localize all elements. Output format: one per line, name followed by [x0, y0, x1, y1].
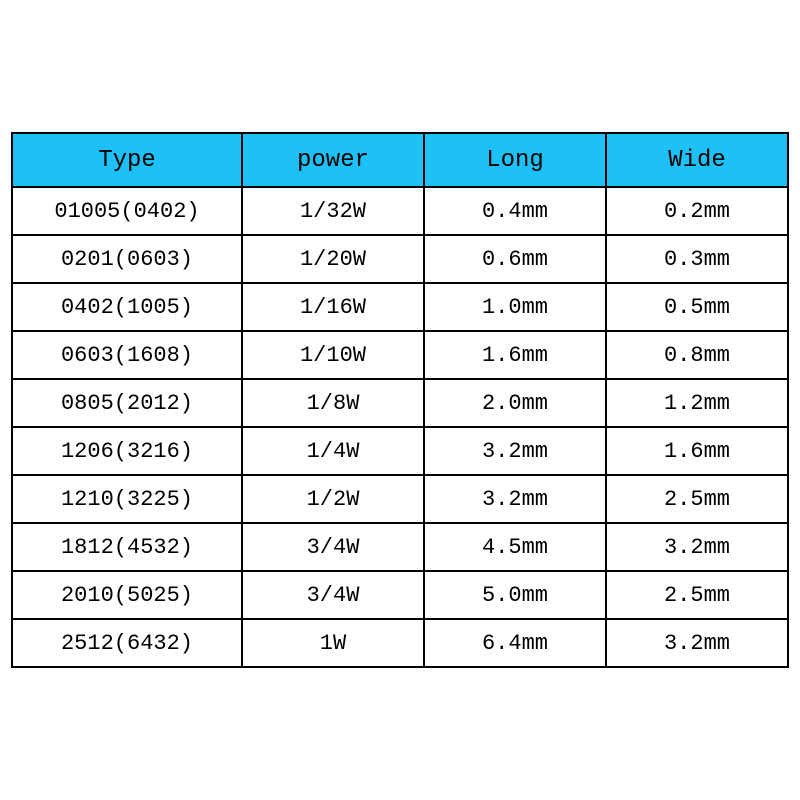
- cell-r8-c2: 5.0mm: [424, 571, 606, 619]
- cell-r1-c1: 1/20W: [242, 235, 424, 283]
- cell-r7-c2: 4.5mm: [424, 523, 606, 571]
- col-header-0: Type: [12, 133, 242, 187]
- table-row: 1206(3216)1/4W3.2mm1.6mm: [12, 427, 788, 475]
- cell-r6-c1: 1/2W: [242, 475, 424, 523]
- cell-r1-c3: 0.3mm: [606, 235, 788, 283]
- cell-r6-c2: 3.2mm: [424, 475, 606, 523]
- cell-r7-c3: 3.2mm: [606, 523, 788, 571]
- table-row: 0805(2012)1/8W2.0mm1.2mm: [12, 379, 788, 427]
- cell-r3-c1: 1/10W: [242, 331, 424, 379]
- cell-r9-c2: 6.4mm: [424, 619, 606, 667]
- col-header-1: power: [242, 133, 424, 187]
- cell-r2-c1: 1/16W: [242, 283, 424, 331]
- cell-r9-c0: 2512(6432): [12, 619, 242, 667]
- cell-r2-c2: 1.0mm: [424, 283, 606, 331]
- cell-r0-c0: 01005(0402): [12, 187, 242, 235]
- table-head: TypepowerLongWide: [12, 133, 788, 187]
- cell-r6-c3: 2.5mm: [606, 475, 788, 523]
- cell-r2-c3: 0.5mm: [606, 283, 788, 331]
- cell-r8-c0: 2010(5025): [12, 571, 242, 619]
- cell-r3-c0: 0603(1608): [12, 331, 242, 379]
- table-body: 01005(0402)1/32W0.4mm0.2mm0201(0603)1/20…: [12, 187, 788, 667]
- cell-r9-c3: 3.2mm: [606, 619, 788, 667]
- cell-r4-c2: 2.0mm: [424, 379, 606, 427]
- cell-r3-c3: 0.8mm: [606, 331, 788, 379]
- cell-r0-c3: 0.2mm: [606, 187, 788, 235]
- cell-r8-c1: 3/4W: [242, 571, 424, 619]
- col-header-3: Wide: [606, 133, 788, 187]
- cell-r1-c0: 0201(0603): [12, 235, 242, 283]
- cell-r9-c1: 1W: [242, 619, 424, 667]
- cell-r5-c3: 1.6mm: [606, 427, 788, 475]
- cell-r7-c0: 1812(4532): [12, 523, 242, 571]
- cell-r5-c1: 1/4W: [242, 427, 424, 475]
- cell-r7-c1: 3/4W: [242, 523, 424, 571]
- table-row: 1812(4532)3/4W4.5mm3.2mm: [12, 523, 788, 571]
- cell-r3-c2: 1.6mm: [424, 331, 606, 379]
- cell-r4-c1: 1/8W: [242, 379, 424, 427]
- col-header-2: Long: [424, 133, 606, 187]
- cell-r4-c3: 1.2mm: [606, 379, 788, 427]
- table-row: 0603(1608)1/10W1.6mm0.8mm: [12, 331, 788, 379]
- table-row: 01005(0402)1/32W0.4mm0.2mm: [12, 187, 788, 235]
- cell-r5-c0: 1206(3216): [12, 427, 242, 475]
- cell-r6-c0: 1210(3225): [12, 475, 242, 523]
- table-row: 2010(5025)3/4W5.0mm2.5mm: [12, 571, 788, 619]
- table-row: 0201(0603)1/20W0.6mm0.3mm: [12, 235, 788, 283]
- table-row: 1210(3225)1/2W3.2mm2.5mm: [12, 475, 788, 523]
- table-row: 0402(1005)1/16W1.0mm0.5mm: [12, 283, 788, 331]
- spec-table: TypepowerLongWide 01005(0402)1/32W0.4mm0…: [11, 132, 789, 668]
- header-row: TypepowerLongWide: [12, 133, 788, 187]
- cell-r0-c1: 1/32W: [242, 187, 424, 235]
- cell-r2-c0: 0402(1005): [12, 283, 242, 331]
- cell-r8-c3: 2.5mm: [606, 571, 788, 619]
- page: TypepowerLongWide 01005(0402)1/32W0.4mm0…: [0, 0, 800, 800]
- cell-r0-c2: 0.4mm: [424, 187, 606, 235]
- cell-r4-c0: 0805(2012): [12, 379, 242, 427]
- table-row: 2512(6432)1W6.4mm3.2mm: [12, 619, 788, 667]
- cell-r5-c2: 3.2mm: [424, 427, 606, 475]
- cell-r1-c2: 0.6mm: [424, 235, 606, 283]
